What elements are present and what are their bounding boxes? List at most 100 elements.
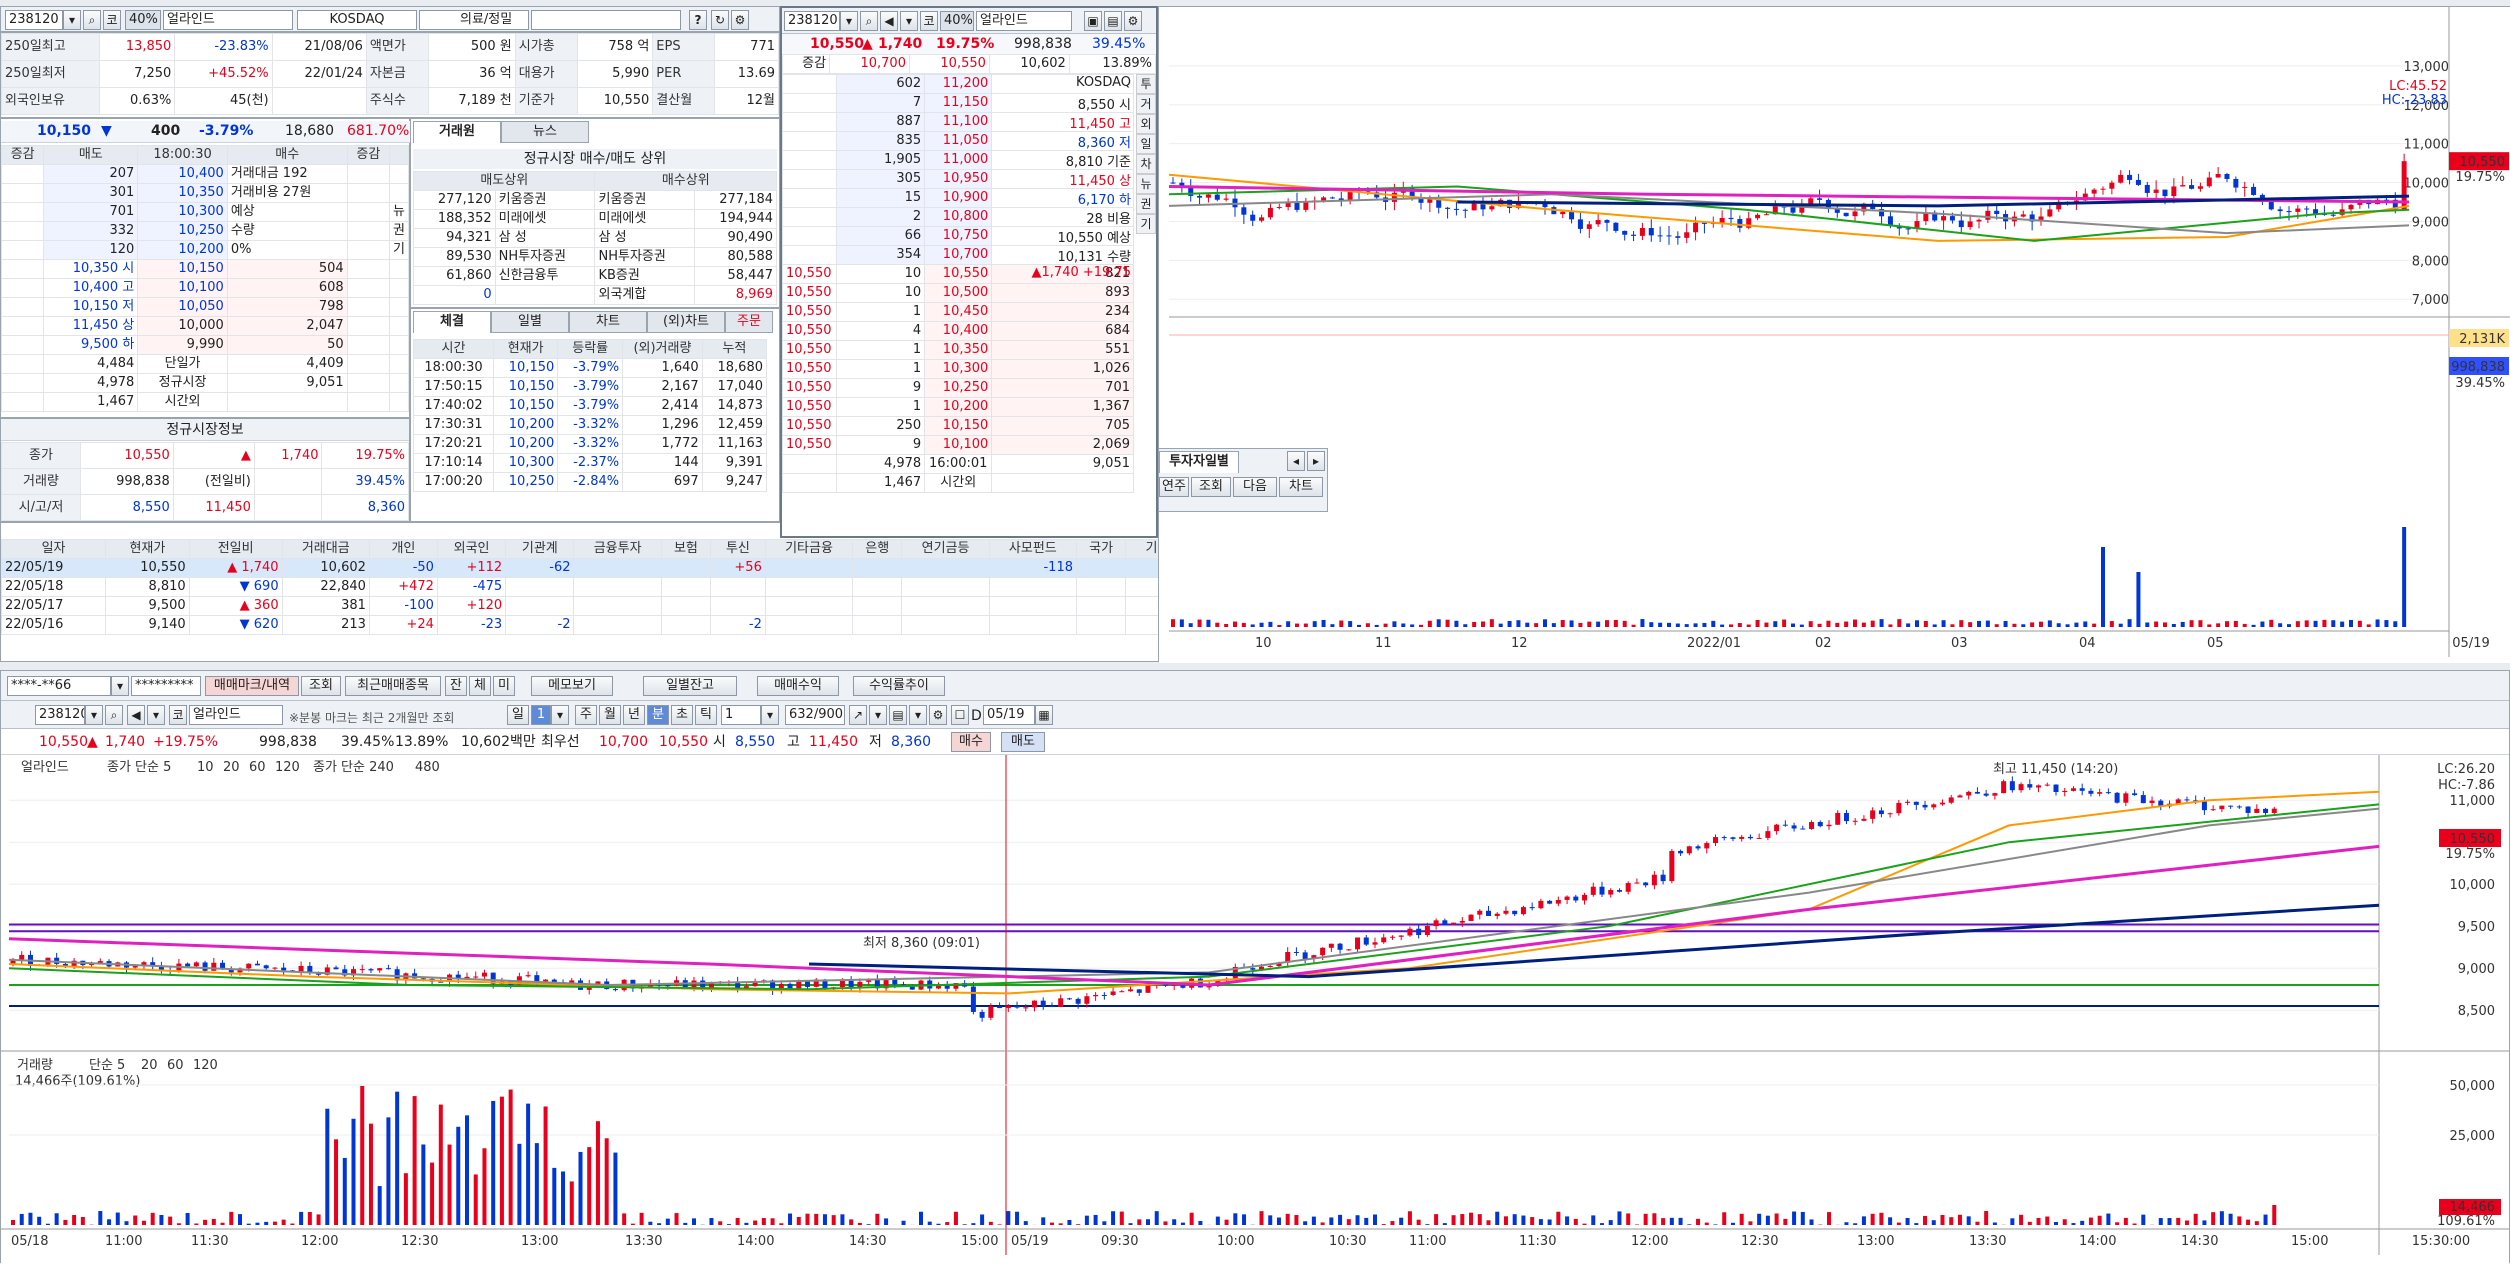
gear-icon[interactable]: ⚙ [731, 10, 749, 30]
side-tab[interactable]: 일 [1136, 134, 1156, 154]
period-month[interactable]: 월 [599, 705, 621, 725]
dropdown-icon[interactable]: ▾ [551, 705, 569, 725]
save-icon[interactable]: ▤ [889, 705, 907, 725]
side-tab[interactable]: 투 [1136, 74, 1156, 94]
side-tab[interactable]: 뉴 [390, 203, 409, 222]
return-trend-button[interactable]: 수익률추이 [853, 676, 945, 696]
dropdown-icon[interactable]: ▾ [147, 705, 165, 725]
buy-button[interactable]: 매수 [951, 732, 991, 752]
search-icon[interactable]: ⌕ [83, 10, 101, 30]
calendar-icon[interactable]: ▦ [1035, 705, 1053, 725]
period-minute[interactable]: 분 [647, 705, 669, 725]
bid-price[interactable]: 10,100 [138, 279, 228, 298]
memo-button[interactable]: 메모보기 [531, 676, 613, 696]
tab-trade-1[interactable]: 일별 [491, 311, 569, 333]
daily-balance-button[interactable]: 일별잔고 [643, 676, 737, 696]
refresh-icon[interactable]: ↻ [711, 10, 729, 30]
bid-price[interactable]: 10,000 [138, 317, 228, 336]
query-button[interactable]: 조회 [301, 676, 341, 696]
ask-price[interactable]: 10,400 [138, 165, 228, 184]
link-icon[interactable]: ▤ [1104, 11, 1122, 31]
chart-button[interactable]: 차트 [1279, 477, 1323, 497]
gear-icon[interactable]: ⚙ [929, 705, 947, 725]
query-button[interactable]: 조회 [1191, 477, 1231, 497]
ask-price[interactable]: 10,250 [138, 222, 228, 241]
side-tab[interactable]: 기 [390, 241, 409, 260]
period-tick[interactable]: 틱 [695, 705, 717, 725]
bid-price[interactable]: 10,050 [138, 298, 228, 317]
side-tab[interactable]: 권 [390, 222, 409, 241]
next-arrow-icon[interactable]: ▸ [1307, 451, 1325, 471]
side-tab[interactable]: 외 [1136, 114, 1156, 134]
tab-news[interactable]: 뉴스 [501, 121, 589, 143]
tab-trade-2[interactable]: 차트 [569, 311, 647, 333]
period-second[interactable]: 초 [671, 705, 693, 725]
tab-trade-0[interactable]: 체결 [413, 311, 491, 333]
tab-investor-daily[interactable]: 투자자일별 [1159, 451, 1239, 473]
bid-price[interactable]: 9,990 [138, 336, 228, 355]
search-icon[interactable]: ⌕ [860, 11, 878, 31]
gear-icon[interactable]: ⚙ [1124, 11, 1142, 31]
code-input[interactable]: 238120 [784, 11, 840, 31]
filled-button[interactable]: 체 [469, 676, 491, 696]
recent-trades-button[interactable]: 최근매매종목 [345, 676, 441, 696]
tool-icon[interactable]: ↗ [849, 705, 867, 725]
balance-button[interactable]: 잔 [445, 676, 467, 696]
sell-button[interactable]: 매도 [1001, 732, 1045, 752]
next-button[interactable]: 다음 [1233, 477, 1277, 497]
tab-broker[interactable]: 거래원 [413, 121, 501, 143]
interval-input[interactable]: 1 [721, 705, 761, 725]
market-toggle[interactable]: 코 [169, 705, 187, 725]
sound-icon[interactable]: ◀ [127, 705, 145, 725]
dropdown-icon[interactable]: ▾ [900, 11, 918, 31]
period-week[interactable]: 주 [575, 705, 597, 725]
period-year[interactable]: 년 [623, 705, 645, 725]
date-input[interactable]: 05/19 [983, 705, 1035, 725]
count-input[interactable]: 632/900 [785, 705, 845, 725]
side-tab[interactable]: 권 [1136, 194, 1156, 214]
prev-arrow-icon[interactable]: ◂ [1287, 451, 1305, 471]
continue-button[interactable]: 연주 [1159, 477, 1189, 497]
dropdown-icon[interactable]: ▾ [761, 705, 779, 725]
trade-profit-button[interactable]: 매매수익 [757, 676, 839, 696]
dropdown-icon[interactable]: ▾ [111, 676, 129, 696]
side-tab[interactable] [390, 184, 409, 203]
code-input[interactable]: 238120 [35, 705, 85, 725]
sound-icon[interactable]: ◀ [880, 11, 898, 31]
help-icon[interactable]: ? [689, 10, 707, 30]
account-select[interactable]: ****-**66 [7, 676, 111, 696]
period-value[interactable]: 1 [531, 705, 551, 725]
dropdown-icon[interactable]: ▾ [869, 705, 887, 725]
dropdown-icon[interactable]: ▾ [909, 705, 927, 725]
search-icon[interactable]: ⌕ [105, 705, 123, 725]
side-tab[interactable]: 차 [1136, 154, 1156, 174]
dropdown-icon[interactable]: ▾ [63, 10, 81, 30]
side-tab[interactable] [390, 165, 409, 184]
period-day[interactable]: 일 [507, 705, 529, 725]
dropdown-icon[interactable]: ▾ [85, 705, 103, 725]
side-tab[interactable]: 뉴 [1136, 174, 1156, 194]
checkbox[interactable]: ☐ [951, 705, 969, 725]
market-toggle[interactable]: 코 [920, 11, 938, 31]
window-icon[interactable]: ▣ [1084, 11, 1102, 31]
